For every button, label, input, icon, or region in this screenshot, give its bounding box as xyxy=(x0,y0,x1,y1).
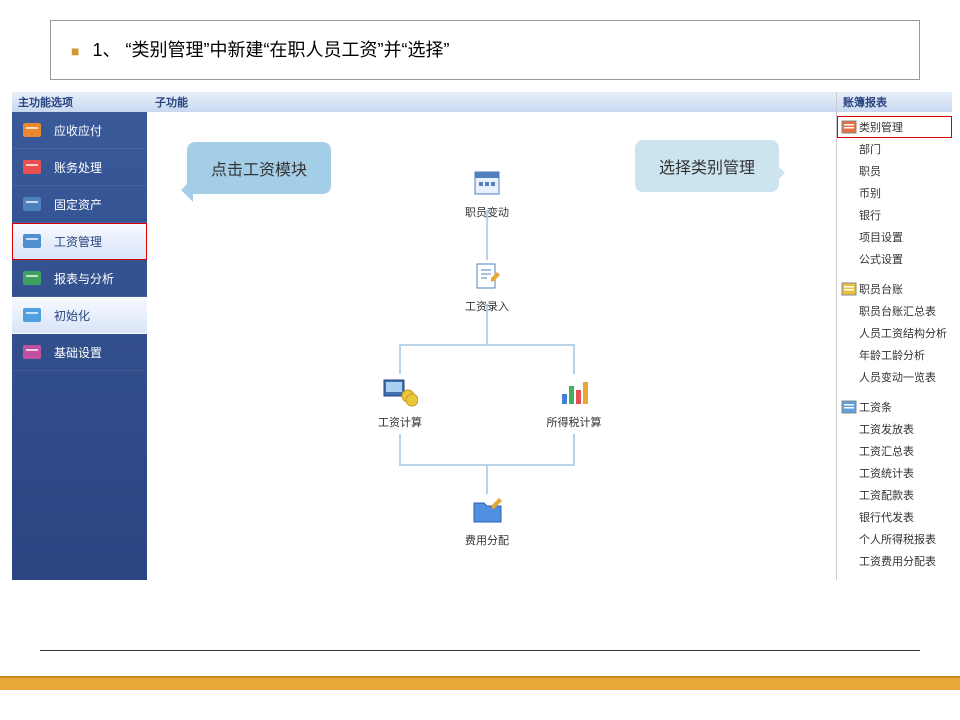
module-icon xyxy=(20,340,44,364)
right-item[interactable]: 类别管理 xyxy=(837,116,952,138)
list-icon xyxy=(841,281,857,297)
instruction-title: ■ 1、 “类别管理”中新建“在职人员工资”并“选择” xyxy=(50,20,920,80)
module-icon xyxy=(20,303,44,327)
sidebar-item-0[interactable]: 应收应付 xyxy=(12,112,147,149)
document-pencil-icon xyxy=(469,258,505,294)
calendar-icon xyxy=(469,164,505,200)
module-icon xyxy=(20,192,44,216)
right-item[interactable]: 币别 xyxy=(837,182,952,204)
sidebar-item-2[interactable]: 固定资产 xyxy=(12,186,147,223)
flow-line xyxy=(573,344,575,374)
right-item[interactable]: 职员 xyxy=(837,160,952,182)
title-number: 1、 xyxy=(92,40,120,60)
right-item[interactable]: 工资统计表 xyxy=(837,462,952,484)
divider xyxy=(40,650,920,651)
flow-line xyxy=(399,344,401,374)
right-item[interactable]: 部门 xyxy=(837,138,952,160)
right-item[interactable]: 工资汇总表 xyxy=(837,440,952,462)
flow-line xyxy=(486,464,488,494)
list-icon xyxy=(841,399,857,415)
bar-chart-icon xyxy=(556,374,592,410)
module-icon xyxy=(20,155,44,179)
right-item[interactable]: 工资条 xyxy=(837,396,952,418)
title-text: “类别管理”中新建“在职人员工资”并“选择” xyxy=(126,40,450,60)
bullet-icon: ■ xyxy=(71,43,79,59)
flow-line xyxy=(573,434,575,464)
right-group-3: 工资条工资发放表工资汇总表工资统计表工资配款表银行代发表个人所得税报表工资费用分… xyxy=(837,392,952,576)
right-item[interactable]: 工资发放表 xyxy=(837,418,952,440)
sidebar-item-1[interactable]: 账务处理 xyxy=(12,149,147,186)
module-icon xyxy=(20,266,44,290)
right-item[interactable]: 工资费用分配表 xyxy=(837,550,952,572)
right-item[interactable]: 公式设置 xyxy=(837,248,952,270)
center-panel: 子功能 点击工资模块 选择类别管理 职员变动 工资录入 工资计算 xyxy=(147,92,837,580)
right-item[interactable]: 银行代发表 xyxy=(837,506,952,528)
sidebar-item-6[interactable]: 基础设置 xyxy=(12,334,147,371)
flow-node-cost-alloc[interactable]: 费用分配 xyxy=(452,492,522,548)
callout-select-category: 选择类别管理 xyxy=(635,140,779,192)
sidebar-item-4[interactable]: 报表与分析 xyxy=(12,260,147,297)
flow-line xyxy=(399,344,575,346)
module-icon xyxy=(20,118,44,142)
sidebar-item-3[interactable]: 工资管理 xyxy=(12,223,147,260)
computer-coins-icon xyxy=(382,374,418,410)
main-sidebar: 主功能选项 应收应付账务处理固定资产工资管理报表与分析初始化基础设置 xyxy=(12,92,147,580)
right-group-1: 类别管理部门职员币别银行项目设置公式设置 xyxy=(837,112,952,274)
right-item[interactable]: 个人所得税报表 xyxy=(837,528,952,550)
right-item[interactable]: 项目设置 xyxy=(837,226,952,248)
right-item[interactable]: 年龄工龄分析 xyxy=(837,344,952,366)
sidebar-header: 主功能选项 xyxy=(12,92,147,112)
flow-node-staff-change[interactable]: 职员变动 xyxy=(452,164,522,220)
right-panel: 账簿报表 类别管理部门职员币别银行项目设置公式设置 职员台账职员台账汇总表人员工… xyxy=(837,92,952,580)
folder-pencil-icon xyxy=(469,492,505,528)
app-window: 主功能选项 应收应付账务处理固定资产工资管理报表与分析初始化基础设置 子功能 点… xyxy=(12,92,952,580)
right-item[interactable]: 银行 xyxy=(837,204,952,226)
right-item[interactable]: 人员变动一览表 xyxy=(837,366,952,388)
center-header: 子功能 xyxy=(147,92,836,112)
list-icon xyxy=(841,119,857,135)
right-item[interactable]: 职员台账 xyxy=(837,278,952,300)
right-header: 账簿报表 xyxy=(837,92,952,112)
flow-node-salary-input[interactable]: 工资录入 xyxy=(452,258,522,314)
callout-click-module: 点击工资模块 xyxy=(187,142,331,194)
flow-node-tax-calc[interactable]: 所得税计算 xyxy=(539,374,609,430)
right-item[interactable]: 工资配款表 xyxy=(837,484,952,506)
footer-bar xyxy=(0,676,960,690)
module-icon xyxy=(20,229,44,253)
flow-node-salary-calc[interactable]: 工资计算 xyxy=(365,374,435,430)
right-item[interactable]: 人员工资结构分析 xyxy=(837,322,952,344)
sidebar-item-5[interactable]: 初始化 xyxy=(12,297,147,334)
right-group-2: 职员台账职员台账汇总表人员工资结构分析年龄工龄分析人员变动一览表 xyxy=(837,274,952,392)
right-item[interactable]: 职员台账汇总表 xyxy=(837,300,952,322)
flow-line xyxy=(399,434,401,464)
